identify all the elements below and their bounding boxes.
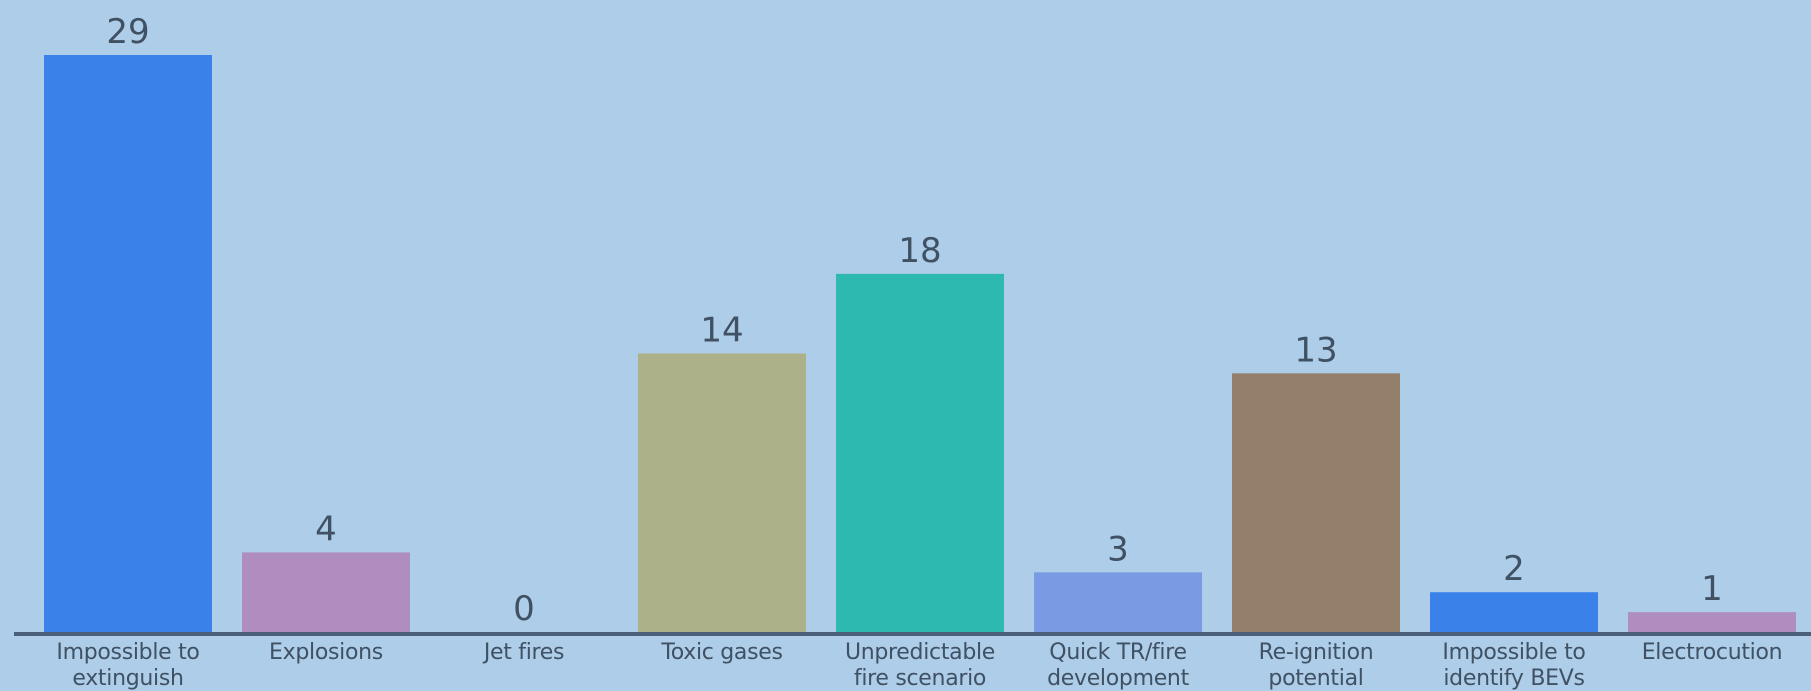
value-label-0: 29 — [106, 12, 149, 52]
tick-label-6: Re-ignition potential — [1259, 640, 1374, 691]
tick-label-line: development — [1047, 666, 1190, 691]
value-labels-group: 29 4 0 14 18 3 13 2 1 — [106, 12, 1722, 629]
tick-label-7: Impossible to identify BEVs — [1442, 640, 1585, 691]
tick-label-line: fire scenario — [854, 666, 986, 691]
tick-label-line: potential — [1268, 666, 1363, 691]
bar-4 — [836, 273, 1004, 632]
tick-label-line: Re-ignition — [1259, 640, 1374, 665]
tick-label-line: extinguish — [72, 666, 183, 691]
value-label-5: 3 — [1107, 529, 1129, 569]
value-label-4: 18 — [898, 231, 941, 271]
tick-label-2: Jet fires — [482, 640, 564, 665]
tick-label-line: Jet fires — [482, 640, 564, 665]
bar-7 — [1430, 592, 1598, 632]
tick-label-5: Quick TR/fire development — [1047, 640, 1190, 691]
bar-8 — [1628, 612, 1796, 632]
tick-label-1: Explosions — [269, 640, 383, 665]
tick-label-0: Impossible to extinguish — [56, 640, 199, 691]
bar-3 — [638, 353, 806, 632]
bar-5 — [1034, 572, 1202, 632]
value-label-8: 1 — [1701, 569, 1723, 609]
bar-1 — [242, 552, 410, 632]
value-label-7: 2 — [1503, 549, 1525, 589]
value-label-1: 4 — [315, 509, 337, 549]
tick-label-8: Electrocution — [1642, 640, 1783, 665]
tick-label-line: Toxic gases — [660, 640, 782, 665]
bars-group — [44, 55, 1796, 632]
tick-label-3: Toxic gases — [660, 640, 782, 665]
tick-label-line: Electrocution — [1642, 640, 1783, 665]
bar-6 — [1232, 373, 1400, 632]
tick-label-line: Impossible to — [1442, 640, 1585, 665]
tick-label-4: Unpredictable fire scenario — [845, 640, 995, 691]
tick-label-line: Explosions — [269, 640, 383, 665]
tick-label-line: Unpredictable — [845, 640, 995, 665]
value-label-2: 0 — [513, 589, 535, 629]
value-label-3: 14 — [700, 310, 743, 350]
tick-label-line: Impossible to — [56, 640, 199, 665]
tick-label-line: Quick TR/fire — [1049, 640, 1186, 665]
value-label-6: 13 — [1294, 330, 1337, 370]
bar-0 — [44, 55, 212, 632]
tick-label-line: identify BEVs — [1443, 666, 1584, 691]
